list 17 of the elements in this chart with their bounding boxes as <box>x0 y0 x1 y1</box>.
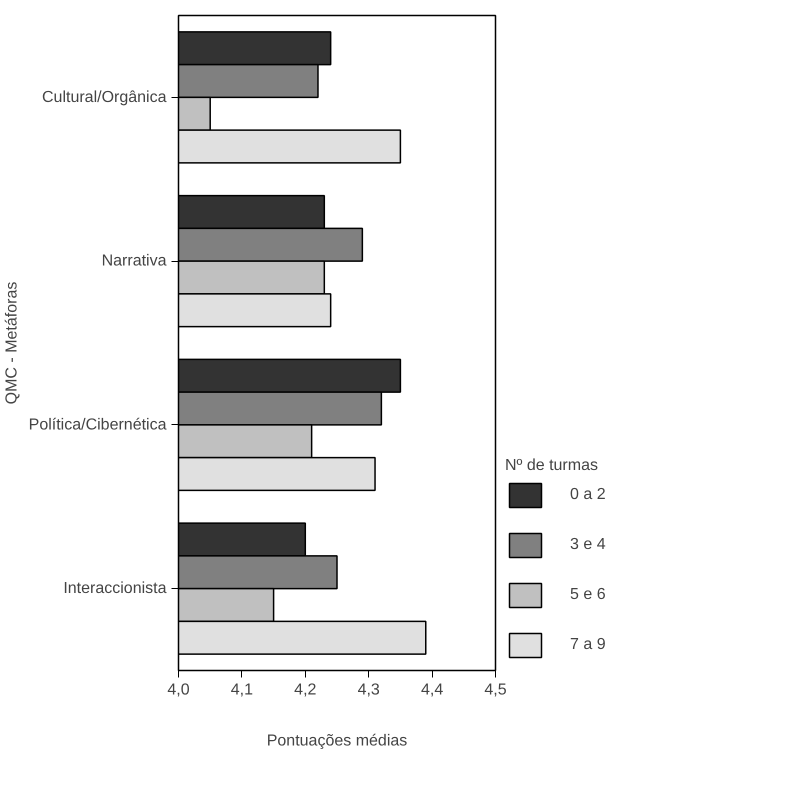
y-tick-label: Cultural/Orgânica <box>42 88 167 106</box>
x-tick-label: 4,4 <box>420 682 444 698</box>
x-tick-label: 4,2 <box>294 682 317 698</box>
x-tick-label: 4,0 <box>167 682 190 698</box>
legend-label: 0 a 2 <box>570 486 606 504</box>
x-tick-label: 4,5 <box>484 682 507 698</box>
legend-label: 3 e 4 <box>570 536 606 554</box>
y-tick-label: Política/Cibernética <box>28 416 167 434</box>
x-axis-title: Pontuações médias <box>266 732 408 750</box>
x-tick-label: 4,3 <box>358 682 380 698</box>
legend-title: Nº de turmas <box>505 457 599 475</box>
x-tick-label: 4,1 <box>230 682 254 698</box>
y-tick-label: Interaccionista <box>63 580 167 598</box>
y-tick-label: Narrativa <box>102 252 167 270</box>
y-axis-title: QMC - Metáforas <box>4 282 21 404</box>
legend-label: 5 e 6 <box>570 586 606 604</box>
legend-label: 7 a 9 <box>570 636 606 654</box>
